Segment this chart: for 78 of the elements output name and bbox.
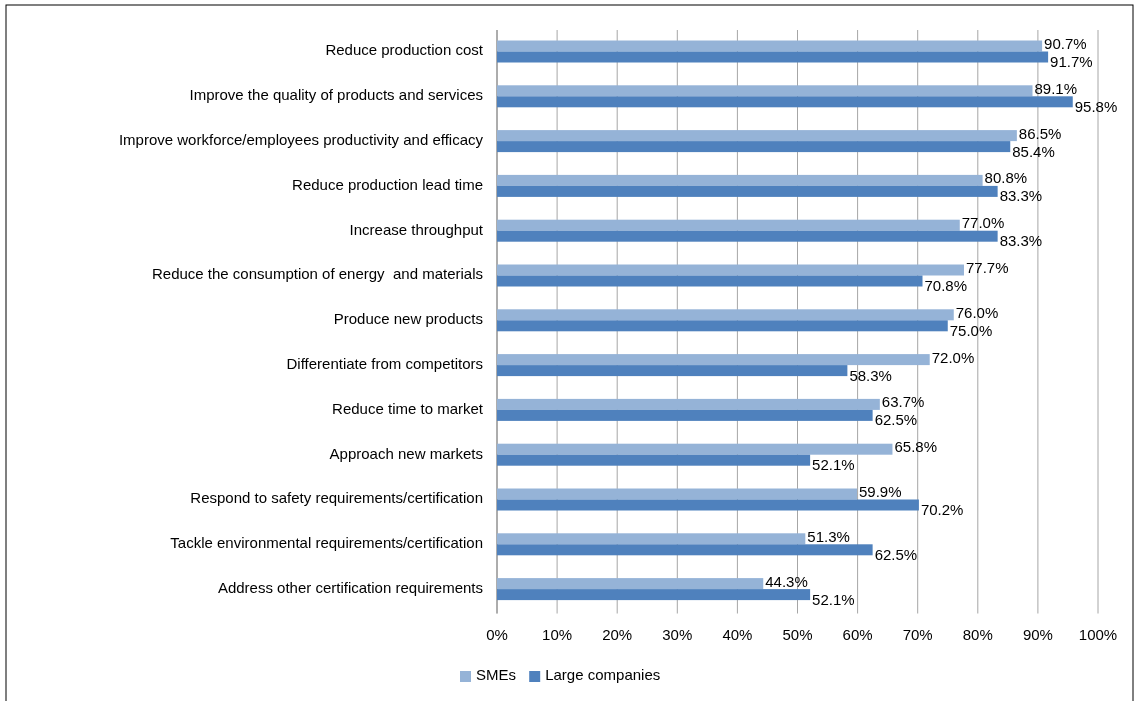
bar <box>497 454 811 466</box>
data-label: 91.7% <box>1050 52 1093 70</box>
x-tick-label: 70% <box>902 625 933 643</box>
bar <box>497 443 893 455</box>
bar <box>497 219 960 231</box>
data-label: 83.3% <box>999 187 1043 205</box>
x-tick-label: 50% <box>782 625 813 643</box>
data-label: 70.2% <box>920 500 964 518</box>
data-label: 95.8% <box>1074 97 1118 115</box>
bar <box>497 85 1033 97</box>
data-label: 52.1% <box>812 456 855 474</box>
x-tick-label: 10% <box>542 625 573 643</box>
bar <box>497 589 811 601</box>
y-tick-label: Approach new markets <box>329 444 483 462</box>
y-tick-label: Reduce the consumption of energy and materials <box>151 265 483 283</box>
data-label: 72.0% <box>931 348 975 366</box>
data-label: 58.3% <box>849 366 892 384</box>
bar <box>497 409 873 421</box>
data-label: 59.9% <box>859 482 902 500</box>
data-label: 75.0% <box>949 321 993 339</box>
x-tick-label: 80% <box>962 625 993 643</box>
y-tick-label: Tackle environmental requirements/certification <box>170 534 483 552</box>
data-label: 80.8% <box>984 169 1028 187</box>
bar <box>497 578 764 590</box>
data-label: 63.7% <box>881 393 925 411</box>
x-tick-label: 100% <box>1078 625 1118 643</box>
y-tick-label: Respond to safety requirements/certification <box>190 489 483 507</box>
data-label: 77.0% <box>961 214 1005 232</box>
data-label: 52.1% <box>812 590 855 608</box>
data-label: 85.4% <box>1012 142 1055 160</box>
bar <box>497 275 923 287</box>
y-tick-label: Differentiate from competitors <box>286 355 483 373</box>
bar <box>497 320 948 332</box>
y-tick-label: Address other certification requirements <box>217 579 483 597</box>
bar <box>497 174 983 186</box>
data-label: 65.8% <box>894 438 937 456</box>
y-tick-label: Reduce production cost <box>325 41 484 59</box>
bar <box>497 499 919 511</box>
x-tick-label: 0% <box>486 625 508 643</box>
bar <box>497 544 873 556</box>
bar <box>497 141 1011 153</box>
data-label: 77.7% <box>965 258 1009 276</box>
data-label: 76.0% <box>955 303 999 321</box>
bar <box>497 40 1043 52</box>
bar <box>497 96 1073 108</box>
bar <box>497 309 954 321</box>
legend-label: Large companies <box>545 665 661 683</box>
y-tick-label: Increase throughput <box>349 220 484 238</box>
bar <box>497 365 848 377</box>
bar <box>497 185 998 197</box>
data-label: 86.5% <box>1018 124 1062 142</box>
y-tick-label: Reduce production lead time <box>292 175 483 193</box>
bar <box>497 488 857 500</box>
data-label: 83.3% <box>999 232 1043 250</box>
x-tick-label: 90% <box>1022 625 1053 643</box>
bar <box>497 51 1049 63</box>
x-tick-label: 20% <box>602 625 633 643</box>
y-tick-label: Improve workforce/employees productivity and efficacy <box>118 131 484 149</box>
legend-label: SMEs <box>476 665 517 683</box>
data-label: 90.7% <box>1044 34 1087 52</box>
data-label: 62.5% <box>874 545 918 563</box>
x-tick-label: 40% <box>722 625 753 643</box>
bar <box>497 354 930 366</box>
bar <box>497 230 998 242</box>
x-tick-label: 30% <box>662 625 693 643</box>
y-tick-label: Produce new products <box>333 310 483 328</box>
y-tick-label: Improve the quality of products and services <box>189 86 483 104</box>
bar <box>497 264 964 276</box>
data-label: 70.8% <box>924 276 968 294</box>
bar <box>497 533 806 545</box>
data-label: 89.1% <box>1034 79 1078 97</box>
data-label: 62.5% <box>874 411 918 429</box>
data-label: 51.3% <box>807 527 850 545</box>
data-label: 44.3% <box>765 572 808 590</box>
bar <box>497 398 880 410</box>
bar <box>497 130 1017 142</box>
x-tick-label: 60% <box>842 625 873 643</box>
y-tick-label: Reduce time to market <box>332 399 484 417</box>
